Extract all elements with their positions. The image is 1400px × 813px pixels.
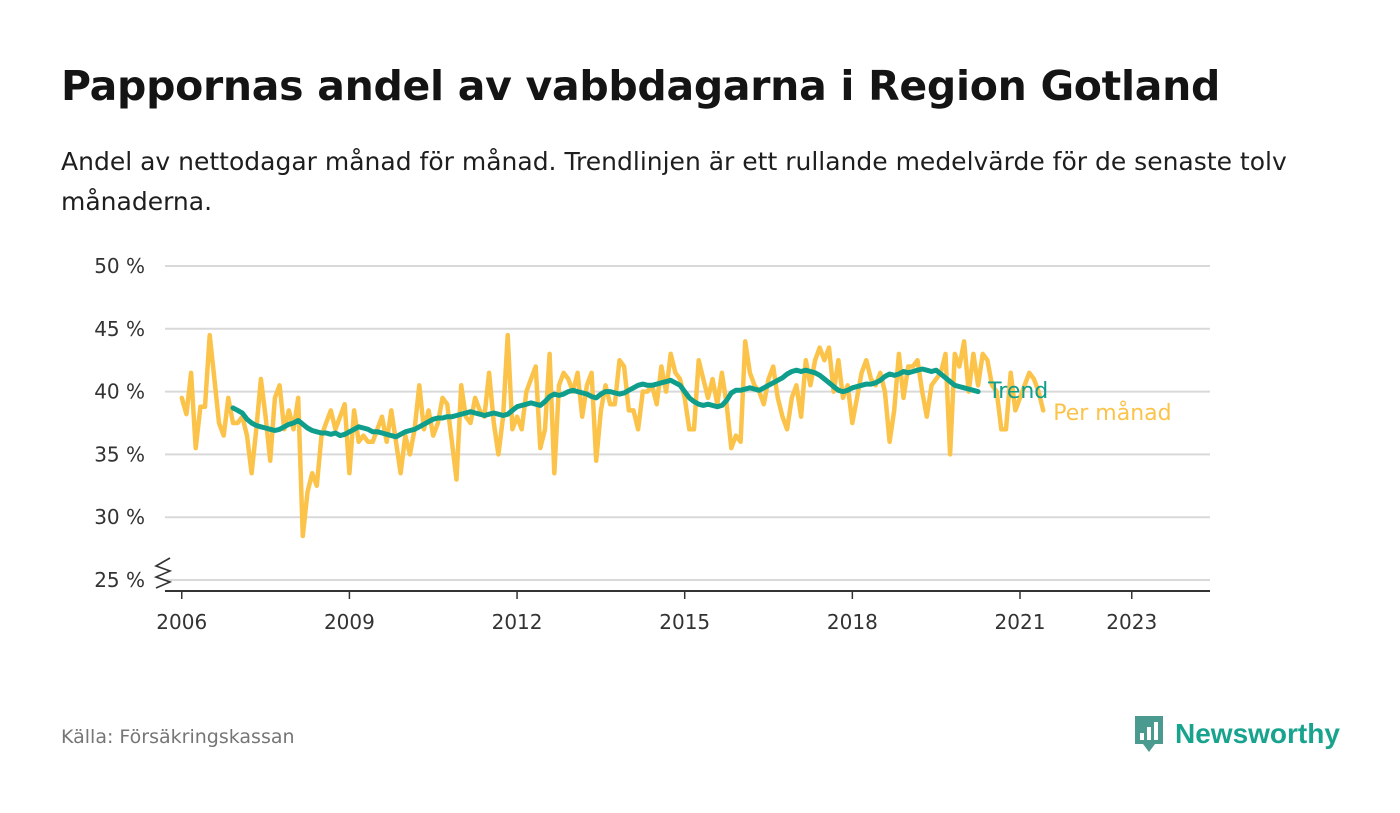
x-tick-label: 2015	[659, 610, 710, 634]
axes: 25 % 30 % 35 % 40 % 45 % 50 % 2006 2009 2012 2015…	[94, 254, 1210, 634]
y-tick-label: 25 %	[94, 568, 145, 592]
chart-subtitle: Andel av nettodagar månad för månad. Tre…	[61, 147, 1287, 216]
per-manad-line	[179, 332, 1046, 539]
x-tick-label: 2009	[324, 610, 375, 634]
newsworthy-logo: Newsworthy	[1133, 713, 1340, 755]
legend-per-manad: Per månad	[1053, 400, 1171, 426]
brand-name: Newsworthy	[1175, 718, 1340, 749]
legend-trend: Trend	[987, 379, 1048, 404]
series	[179, 332, 1046, 539]
y-tick-label: 50 %	[94, 254, 145, 278]
chart-title: Pappornas andel av vabbdagarna i Region …	[61, 62, 1221, 110]
line-chart: 25 % 30 % 35 % 40 % 45 % 50 % 2006 2009 2012 2015…	[94, 254, 1210, 634]
y-tick-label: 40 %	[94, 380, 145, 404]
newsworthy-logo-icon	[1135, 716, 1163, 752]
axis-break-marker	[153, 557, 173, 589]
y-tick-label: 35 %	[94, 442, 145, 466]
y-tick-label: 45 %	[94, 317, 145, 341]
trend-line	[230, 366, 981, 440]
x-tick-label: 2006	[156, 610, 207, 634]
x-tick-label: 2023	[1106, 610, 1157, 634]
x-tick-label: 2021	[995, 610, 1046, 634]
x-tick-label: 2012	[492, 610, 543, 634]
source-note: Källa: Försäkringskassan	[61, 726, 295, 748]
y-tick-label: 30 %	[94, 505, 145, 529]
x-tick-label: 2018	[827, 610, 878, 634]
